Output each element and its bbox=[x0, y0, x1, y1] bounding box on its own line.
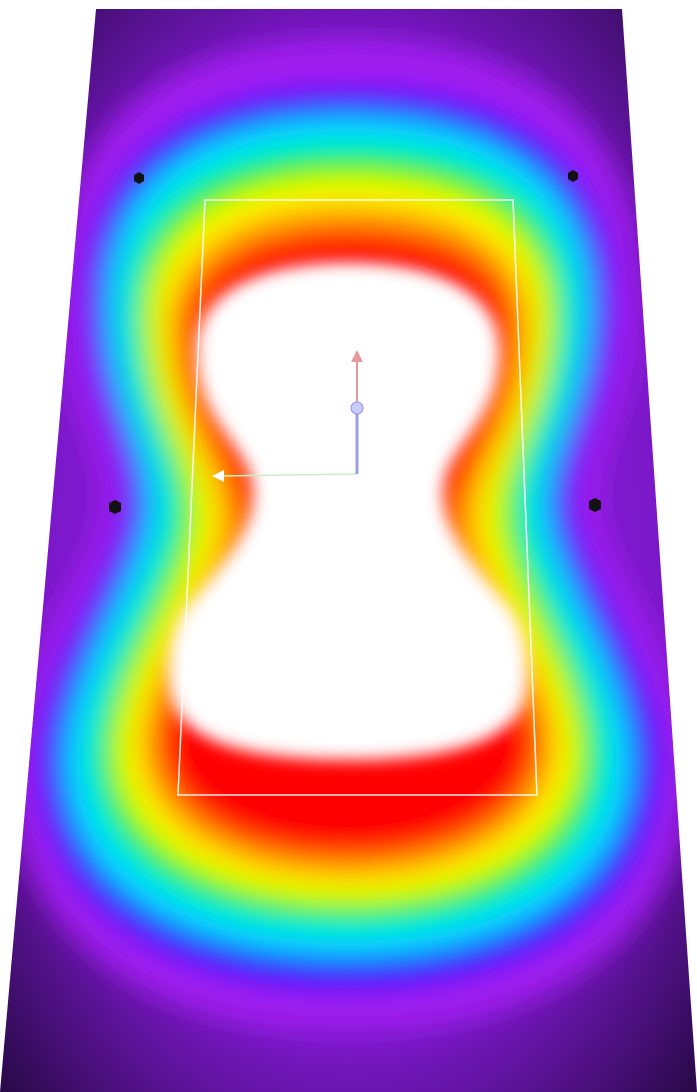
gizmo-x-arrowhead-icon[interactable] bbox=[212, 470, 224, 482]
hexagon-marker-icon[interactable] bbox=[568, 170, 578, 182]
selection-bounding-box[interactable] bbox=[177, 199, 538, 796]
transform-gizmo[interactable] bbox=[212, 350, 364, 482]
gizmo-x-axis[interactable] bbox=[221, 473, 358, 477]
contour-white-core bbox=[168, 262, 528, 760]
gizmo-y-arrowhead-icon[interactable] bbox=[351, 350, 363, 362]
gizmo-center-handle-icon[interactable] bbox=[350, 401, 364, 415]
hexagon-marker-icon[interactable] bbox=[134, 172, 144, 184]
control-markers[interactable] bbox=[109, 170, 601, 514]
hexagon-marker-icon[interactable] bbox=[109, 500, 121, 514]
hexagon-marker-icon[interactable] bbox=[589, 498, 601, 512]
